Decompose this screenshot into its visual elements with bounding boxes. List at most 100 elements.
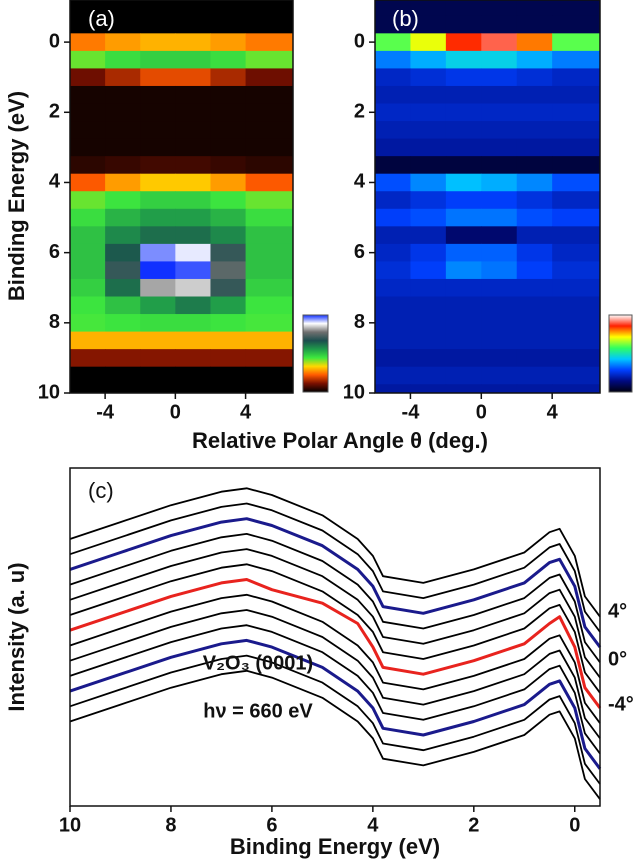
heatmap-cell [245,349,293,368]
heatmap-cell [210,68,247,87]
heatmap-cell [70,349,106,368]
heatmap-cell [175,191,211,210]
heatmap-cell [375,0,411,17]
x-tick-label: -4 [402,401,421,423]
heatmap-cell [210,208,247,227]
heatmap-cell [481,173,518,192]
heatmap-cell [175,138,211,157]
heatmap-cell [552,121,600,140]
plot-frame [69,0,294,394]
x-tick-label: 0 [476,401,487,423]
heatmap-cell [245,15,293,34]
heatmap-cell [552,68,600,87]
heatmap-cell [210,103,247,122]
heatmap-cell [410,261,447,280]
heatmap-cell [445,261,482,280]
heatmap-cell [481,156,518,175]
heatmap-cell [481,243,518,262]
heatmap-cell [175,208,211,227]
heatmap-cell [175,296,211,315]
heatmap-cell [516,15,553,34]
heatmap-cell [210,349,247,368]
heatmap-cell [210,384,247,393]
heatmap-cell [245,366,293,385]
heatmap-cell [140,208,176,227]
heatmap-cell [140,384,176,393]
heatmap-cell [140,261,176,280]
heatmap-cell [175,15,211,34]
heatmap-cell [245,0,293,17]
heatmap-cell [481,50,518,69]
spectrum-line [69,578,602,709]
heatmap-cell [140,226,176,245]
heatmap-cell [210,296,247,315]
heatmap-cell [410,138,447,157]
heatmap-cell [70,208,106,227]
heatmap-cell [552,261,600,280]
heatmap-cell [375,33,411,52]
heatmap-cell [375,261,411,280]
x-tick-label: 4 [240,401,252,423]
heatmap-cell [105,331,141,350]
heatmap-cell [375,208,411,227]
heatmap-cell [140,314,176,333]
heatmap-cell [140,191,176,210]
heatmap-cell [105,68,141,87]
heatmap-cell [375,226,411,245]
angle-label: 0° [608,648,627,670]
heatmap-cell [105,50,141,69]
heatmap-cell [245,138,293,157]
heatmap-cell [105,384,141,393]
heatmap-cell [445,85,482,105]
heatmap-cell [175,173,211,192]
heatmap-cell [140,121,176,140]
heatmap-cell [375,121,411,140]
heatmap-cell [375,138,411,157]
heatmap-cell [445,296,482,315]
heatmap-cell [140,68,176,87]
heatmap-cell [210,243,247,262]
heatmap-cell [481,384,518,393]
heatmap-cell [375,314,411,333]
heatmap-cell [481,314,518,333]
heatmap-cell [70,0,106,17]
heatmap-cell [105,261,141,280]
heatmap-cell [140,173,176,192]
heatmap-cell [105,208,141,227]
heatmap-cell [552,384,600,393]
heatmap-cell [552,85,600,105]
heatmap-cell [410,156,447,175]
heatmap-cell [210,173,247,192]
heatmap-cell [70,50,106,69]
heatmap-cell [445,50,482,69]
heatmap-cell [445,314,482,333]
heatmap-cell [516,138,553,157]
spectrum-line [69,624,601,755]
heatmap-cell [105,15,141,34]
y-tick-label: 6 [354,241,365,263]
heatmap-cell [481,121,518,140]
spectrum-line [69,609,601,739]
heatmap-cell [516,349,553,368]
plot-frame [69,467,601,807]
heatmap-cell [375,103,411,122]
heatmap-cell [410,191,447,210]
heatmap-cell [175,314,211,333]
heatmap-cell [210,331,247,350]
heatmap-cell [245,384,293,393]
heatmap-cell [70,191,106,210]
heatmap-cell [516,121,553,140]
spectrum-line [69,533,601,663]
heatmap-cell [105,366,141,385]
heatmap-cell [105,278,141,298]
x-tick-label: 4 [547,401,559,423]
heatmap-cell [552,349,600,368]
x-tick-label: -4 [96,401,115,423]
heatmap-cell [175,156,211,175]
heatmap-cell [410,85,447,105]
heatmap-cell [516,191,553,210]
x-tick-label: 10 [59,814,81,836]
x-tick-label: 6 [266,814,277,836]
annotation: hν = 660 eV [203,700,313,722]
heatmap-cell [445,366,482,385]
